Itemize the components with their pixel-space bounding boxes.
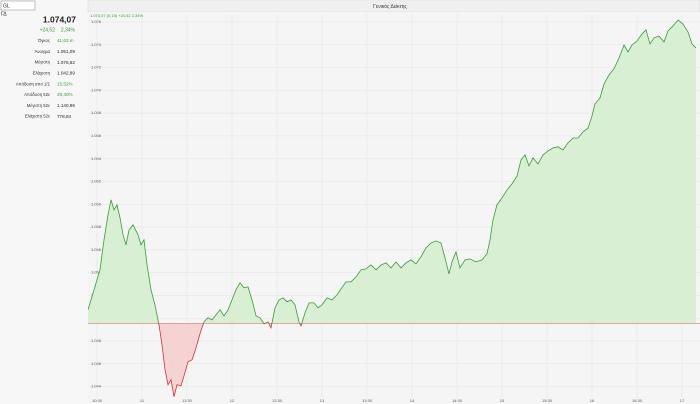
x-tick-label: 15	[500, 398, 505, 403]
y-tick-label: 1.062	[91, 179, 102, 184]
symbol: ΓΔ	[1, 11, 7, 17]
y-tick-label: 1.066	[91, 133, 102, 138]
chart-title: Γενικός Δείκτης	[373, 3, 407, 10]
stat-label: Ελάχιστη	[33, 71, 51, 76]
y-tick-label: 1.076	[91, 19, 102, 24]
x-tick-label: 16	[590, 398, 595, 403]
stat-value: 29,40%	[57, 92, 73, 97]
y-tick-label: 1.060	[91, 201, 102, 206]
x-tick-label: 15:30	[542, 398, 553, 403]
area-above	[88, 19, 697, 324]
line-above	[88, 19, 697, 324]
stat-value: 15,52%	[57, 81, 73, 86]
stat-label: Ελάχιστη 52ε	[25, 114, 50, 119]
x-tick-label: 17	[680, 398, 685, 403]
x-tick-label: 13:30	[362, 398, 373, 403]
symbol-input-text[interactable]: GL	[3, 3, 10, 9]
y-tick-label: 1.058	[91, 224, 102, 229]
y-tick-label: 1.044	[91, 384, 102, 389]
stat-value: 1.051,09	[57, 49, 75, 54]
change: +24,52	[40, 27, 56, 33]
y-tick-label: 1.070	[91, 87, 102, 92]
stat-value: 1.076,62	[57, 60, 75, 65]
stat-label: Άνοιγμα	[35, 49, 51, 54]
x-tick-label: 10:30	[92, 398, 103, 403]
y-tick-label: 1.074	[91, 42, 102, 47]
y-tick-label: 1.072	[91, 65, 102, 70]
x-tick-label: 11	[140, 398, 145, 403]
side-panel	[0, 0, 88, 404]
stat-value: 1.042,89	[57, 71, 75, 76]
y-tick-label: 1.068	[91, 110, 102, 115]
change-pct: 2,34%	[61, 27, 76, 33]
stat-label: Όγκος	[37, 38, 50, 43]
x-tick-label: 16:30	[632, 398, 643, 403]
y-tick-label: 1.046	[91, 361, 102, 366]
x-tick-label: 12	[230, 398, 235, 403]
stat-value: 41,62 m	[57, 38, 74, 43]
stat-value: 1.140,96	[57, 103, 75, 108]
symbol-input[interactable]	[0, 0, 36, 11]
stat-label: Μέγιστη 52ε	[27, 103, 50, 108]
chart-header: 1.074,07 (0,15) +24,52 2,34%	[90, 13, 143, 18]
x-tick-label: 12:30	[272, 398, 283, 403]
x-tick-label: 11:30	[182, 398, 192, 403]
y-tick-label: 1.054	[91, 270, 102, 275]
x-tick-label: 14:30	[452, 398, 463, 403]
stat-label: Απόδοση απο 1/1	[16, 81, 51, 86]
x-tick-label: 13	[320, 398, 325, 403]
x-tick-label: 14	[410, 398, 415, 403]
y-tick-label: 1.048	[91, 338, 102, 343]
last-price: 1.074,07	[43, 14, 76, 24]
stat-label: Απόδοση 52ε	[24, 92, 50, 97]
stat-value: 778,84	[57, 114, 71, 119]
y-tick-label: 1.056	[91, 247, 102, 252]
y-tick-label: 1.064	[91, 156, 102, 161]
stat-label: Μέγιστη	[35, 60, 51, 65]
line-below	[158, 323, 303, 397]
